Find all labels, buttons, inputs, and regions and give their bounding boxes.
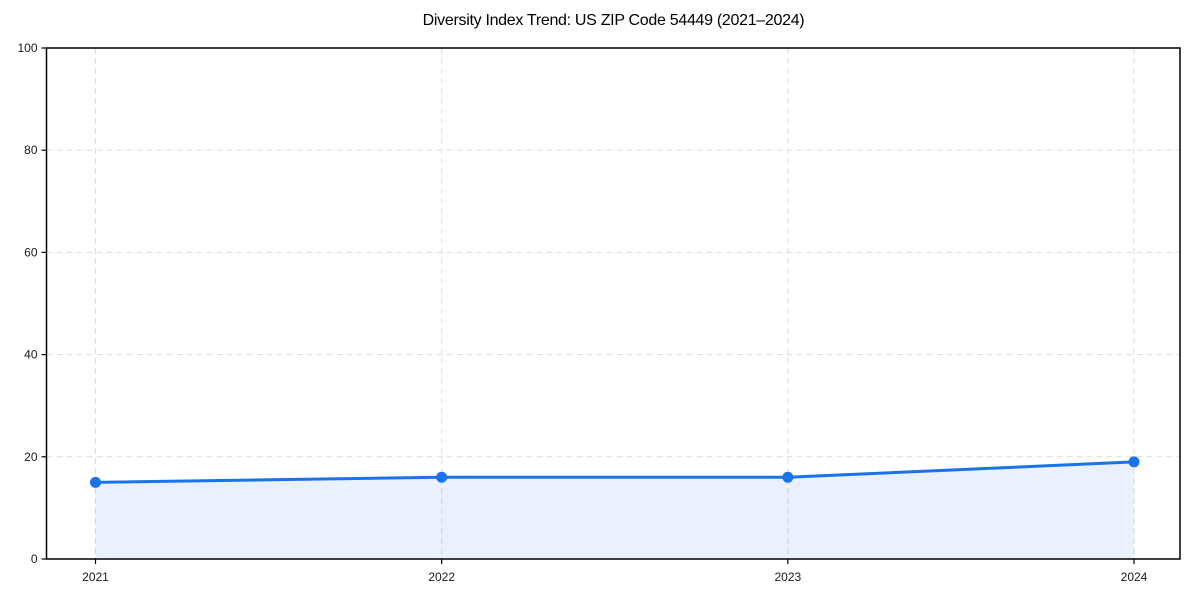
y-tick-label: 100 [17,41,37,55]
data-point-2021 [90,476,101,488]
area-fill [95,461,1134,559]
trend-line [94,460,1136,484]
data-point-2024 [1128,456,1140,468]
data-point-2023 [782,471,794,483]
x-tick-label: 2022 [428,570,455,584]
y-tick-label: 0 [31,552,38,566]
plot-border [45,47,1181,560]
x-tick-label: 2021 [82,570,109,584]
y-tick-label: 60 [24,245,38,259]
y-tick-label: 80 [24,143,38,157]
x-tick-label: 2024 [1121,570,1148,584]
x-tick-label: 2023 [774,570,801,584]
data-point-2022 [436,471,448,483]
chart-title: Diversity Index Trend: US ZIP Code 54449… [422,12,805,29]
y-tick-label: 20 [24,450,38,464]
y-tick-label: 40 [24,348,38,362]
